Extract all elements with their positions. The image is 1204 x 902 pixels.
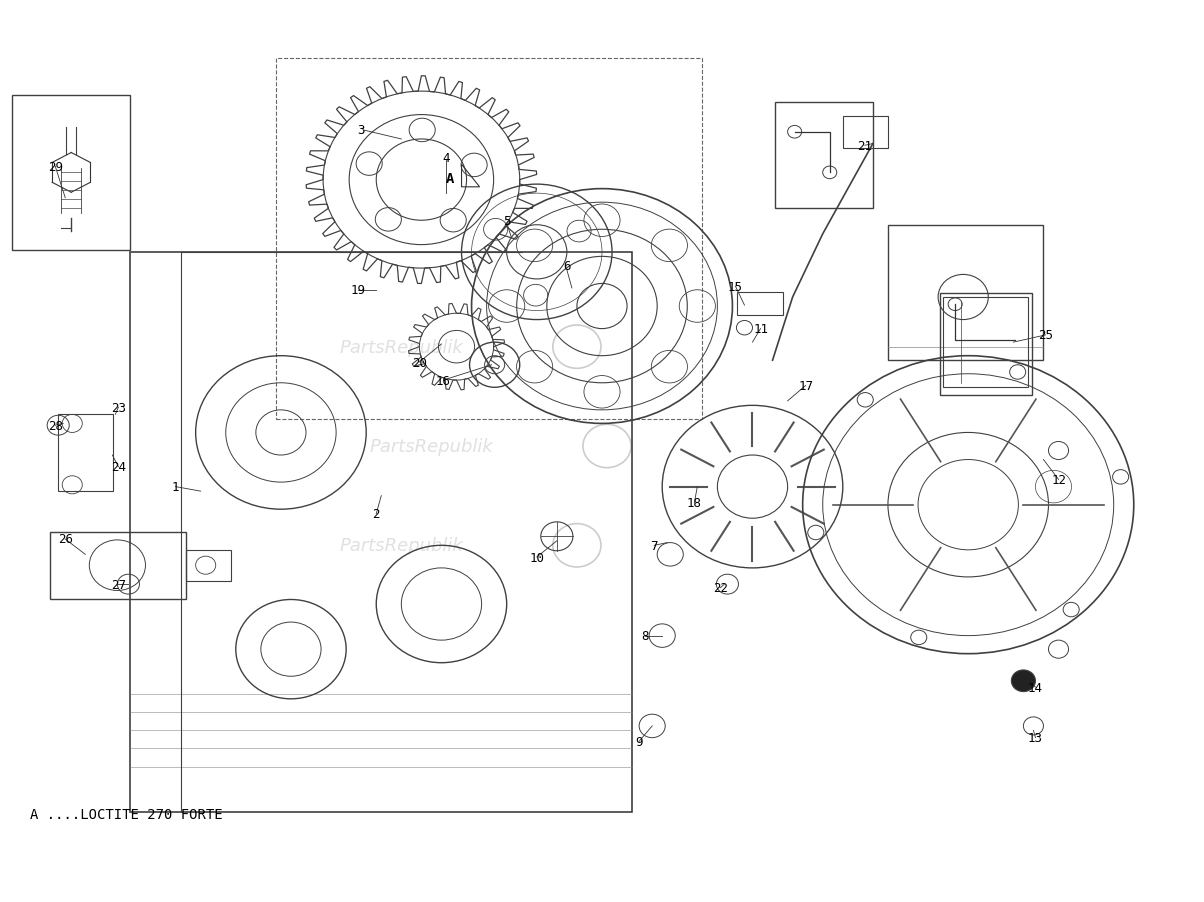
Bar: [58, 415, 113, 492]
Bar: [943, 298, 1028, 388]
Text: 12: 12: [1051, 474, 1066, 486]
Bar: [737, 293, 783, 316]
Bar: [774, 103, 873, 209]
Text: 5: 5: [503, 215, 510, 227]
Bar: [51, 532, 185, 600]
Text: 26: 26: [58, 533, 72, 546]
Text: 19: 19: [350, 284, 366, 297]
Bar: [276, 59, 702, 419]
Text: 23: 23: [111, 401, 126, 414]
Text: 1: 1: [172, 481, 179, 493]
Text: 16: 16: [436, 374, 452, 387]
Circle shape: [1011, 670, 1035, 692]
Text: 7: 7: [650, 539, 657, 552]
Bar: [12, 96, 130, 251]
Text: 8: 8: [642, 630, 649, 642]
Text: 13: 13: [1028, 732, 1043, 744]
Text: 25: 25: [1038, 329, 1054, 342]
Text: 14: 14: [1028, 681, 1043, 694]
Text: 24: 24: [111, 461, 126, 474]
Text: PartsRepublik: PartsRepublik: [370, 437, 494, 456]
Text: 11: 11: [752, 323, 768, 336]
Text: 29: 29: [48, 161, 63, 173]
Bar: [887, 226, 1044, 361]
Bar: [130, 253, 632, 812]
Text: 22: 22: [713, 582, 728, 594]
Text: 17: 17: [798, 380, 813, 392]
Bar: [843, 117, 887, 149]
Text: 18: 18: [686, 497, 702, 510]
Text: 20: 20: [412, 356, 427, 369]
Text: 4: 4: [443, 152, 450, 164]
Text: 10: 10: [530, 551, 544, 564]
Text: 2: 2: [372, 508, 380, 520]
Text: A: A: [445, 171, 454, 186]
Text: 21: 21: [857, 140, 873, 152]
Text: PartsRepublik: PartsRepublik: [340, 537, 464, 555]
Text: 28: 28: [48, 419, 63, 432]
Text: 27: 27: [111, 578, 126, 591]
Text: 15: 15: [728, 281, 743, 293]
Bar: [940, 294, 1032, 395]
Text: 9: 9: [636, 735, 643, 748]
Bar: [185, 550, 231, 582]
Text: 3: 3: [358, 124, 365, 137]
Text: A ....LOCTITE 270 FORTE: A ....LOCTITE 270 FORTE: [30, 806, 223, 821]
Text: 6: 6: [563, 260, 571, 272]
Text: PartsRepublik: PartsRepublik: [340, 338, 464, 356]
